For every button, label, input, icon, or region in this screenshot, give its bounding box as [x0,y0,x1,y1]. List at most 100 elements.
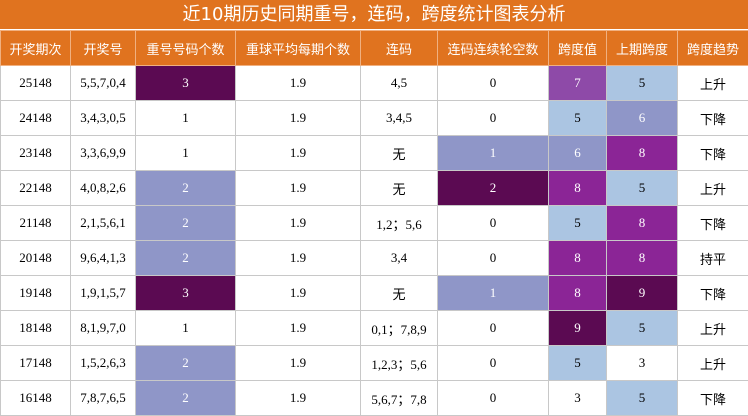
table-cell: 1 [438,276,549,311]
table-cell: 1.9 [236,66,361,101]
table-cell: 2 [136,241,236,276]
table-cell: 2 [136,381,236,416]
table-cell: 1.9 [236,206,361,241]
table-cell: 9 [549,311,607,346]
table-cell: 4,5 [361,66,438,101]
table-cell: 上升 [678,311,748,346]
table-cell: 1,2,3；5,6 [361,346,438,381]
table-cell: 下降 [678,206,748,241]
table-cell: 8 [549,276,607,311]
table-cell: 2 [438,171,549,206]
table-cell: 21148 [1,206,71,241]
table-cell: 1.9 [236,101,361,136]
table-cell: 5 [549,101,607,136]
table-cell: 1,5,2,6,3 [71,346,136,381]
table-cell: 17148 [1,346,71,381]
header-cell: 开奖期次 [1,31,71,66]
table-cell: 4,0,8,2,6 [71,171,136,206]
table-cell: 3 [549,381,607,416]
table-cell: 19148 [1,276,71,311]
table-cell: 2,1,5,6,1 [71,206,136,241]
table-cell: 0 [438,206,549,241]
table-cell: 无 [361,171,438,206]
table-cell: 5 [607,311,678,346]
table-cell: 上升 [678,346,748,381]
table-cell: 5 [607,171,678,206]
table-cell: 1 [136,136,236,171]
table-cell: 0,1；7,8,9 [361,311,438,346]
stats-table: 开奖期次开奖号重号号码个数重球平均每期个数连码连码连续轮空数跨度值上期跨度跨度趋… [0,30,748,416]
table-cell: 1 [136,101,236,136]
table-cell: 1.9 [236,136,361,171]
table-cell: 3 [136,276,236,311]
table-cell: 0 [438,101,549,136]
table-cell: 0 [438,346,549,381]
table-cell: 无 [361,276,438,311]
table-cell: 8 [549,241,607,276]
table-cell: 9,6,4,1,3 [71,241,136,276]
table-cell: 0 [438,241,549,276]
table-cell: 1.9 [236,171,361,206]
header-cell: 跨度趋势 [678,31,748,66]
table-cell: 8 [607,206,678,241]
table-cell: 1.9 [236,276,361,311]
table-cell: 8 [607,241,678,276]
table-cell: 22148 [1,171,71,206]
table-cell: 23148 [1,136,71,171]
table-cell: 25148 [1,66,71,101]
header-cell: 重号号码个数 [136,31,236,66]
table-cell: 3,4 [361,241,438,276]
header-row: 开奖期次开奖号重号号码个数重球平均每期个数连码连码连续轮空数跨度值上期跨度跨度趋… [1,31,748,66]
table-cell: 3 [607,346,678,381]
table-cell: 5 [607,66,678,101]
table-cell: 5,5,7,0,4 [71,66,136,101]
table-cell: 3,4,3,0,5 [71,101,136,136]
header-cell: 跨度值 [549,31,607,66]
table-cell: 2 [136,206,236,241]
table-cell: 18148 [1,311,71,346]
table-cell: 1 [438,136,549,171]
table-cell: 下降 [678,136,748,171]
header-cell: 开奖号 [71,31,136,66]
table-cell: 1.9 [236,346,361,381]
table-cell: 24148 [1,101,71,136]
table-cell: 下降 [678,276,748,311]
table-cell: 5 [549,346,607,381]
table-cell: 0 [438,311,549,346]
table-cell: 持平 [678,241,748,276]
table-cell: 1.9 [236,241,361,276]
table-cell: 无 [361,136,438,171]
header-cell: 连码 [361,31,438,66]
table-cell: 1.9 [236,311,361,346]
table-cell: 7,8,7,6,5 [71,381,136,416]
table-cell: 6 [549,136,607,171]
table-cell: 下降 [678,381,748,416]
title: 近10期历史同期重号，连码，跨度统计图表分析 [0,0,748,30]
table-cell: 下降 [678,101,748,136]
table-cell: 8,1,9,7,0 [71,311,136,346]
table-cell: 上升 [678,171,748,206]
table-cell: 20148 [1,241,71,276]
table-cell: 2 [136,171,236,206]
table-cell: 1.9 [236,381,361,416]
table-cell: 9 [607,276,678,311]
table-cell: 5,6,7；7,8 [361,381,438,416]
table-cell: 8 [607,136,678,171]
table-cell: 1,9,1,5,7 [71,276,136,311]
header-cell: 重球平均每期个数 [236,31,361,66]
table-cell: 16148 [1,381,71,416]
table-cell: 3,3,6,9,9 [71,136,136,171]
header-cell: 连码连续轮空数 [438,31,549,66]
table-cell: 0 [438,381,549,416]
